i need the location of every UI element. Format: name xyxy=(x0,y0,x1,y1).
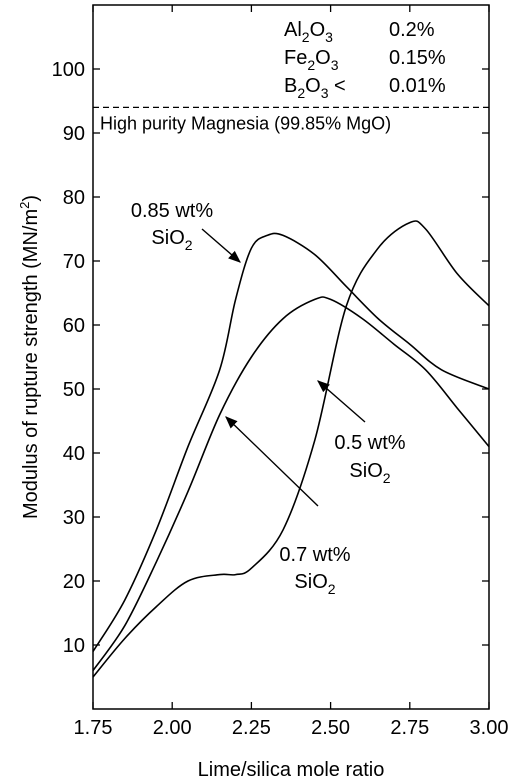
x-tick-label: 2.50 xyxy=(311,717,350,739)
x-tick-label: 3.00 xyxy=(470,717,509,739)
series-label-0-5: 0.5 wt% xyxy=(334,432,405,454)
y-axis-ticks: 10 20 30 40 50 60 70 80 90 100 xyxy=(52,59,489,657)
y-tick-label: 10 xyxy=(63,635,85,657)
y-tick-label: 80 xyxy=(63,187,85,209)
x-axis-ticks: 1.75 2.00 2.25 2.50 2.75 3.00 xyxy=(74,5,509,739)
x-tick-label: 2.25 xyxy=(232,717,271,739)
series-curve-0-7 xyxy=(92,296,490,672)
y-tick-label: 60 xyxy=(63,315,85,337)
composition-table: Al2O3 0.2% Fe2O3 0.15% B2O3 < 0.01% xyxy=(284,19,446,101)
composition-oxide: Fe2O3 xyxy=(284,47,339,73)
series-arrow-0-5 xyxy=(317,380,366,423)
series-arrow-0-7 xyxy=(225,416,319,507)
y-tick-label: 30 xyxy=(63,507,85,529)
composition-oxide: B2O3 < xyxy=(284,75,346,101)
x-tick-label: 1.75 xyxy=(74,717,113,739)
plot-frame xyxy=(92,4,490,710)
series-annotations: 0.85 wt% SiO2 0.7 wt% SiO2 0.5 wt% SiO2 xyxy=(131,200,406,597)
y-tick-label: 40 xyxy=(63,443,85,465)
series-curves xyxy=(92,220,490,678)
y-tick-label: 50 xyxy=(63,379,85,401)
x-tick-label: 2.75 xyxy=(390,717,429,739)
y-tick-label: 20 xyxy=(63,571,85,593)
composition-oxide: Al2O3 xyxy=(284,19,333,45)
y-tick-label: 100 xyxy=(52,59,85,81)
y-tick-label: 70 xyxy=(63,251,85,273)
composition-value: 0.2% xyxy=(389,19,435,41)
series-label-0-85: 0.85 wt% xyxy=(131,200,213,222)
reference-line-label: High purity Magnesia (99.85% MgO) xyxy=(100,113,391,133)
x-tick-label: 2.00 xyxy=(153,717,192,739)
y-tick-label: 90 xyxy=(63,123,85,145)
composition-value: 0.01% xyxy=(389,75,446,97)
series-label-formula-0-7: SiO2 xyxy=(294,571,335,597)
series-curve-0-85 xyxy=(92,232,490,652)
series-label-formula-0-85: SiO2 xyxy=(151,227,192,253)
series-label-0-7: 0.7 wt% xyxy=(279,544,350,566)
composition-value: 0.15% xyxy=(389,47,446,69)
series-arrow-0-85 xyxy=(201,228,241,263)
series-curve-0-5 xyxy=(92,220,490,678)
series-label-formula-0-5: SiO2 xyxy=(349,460,390,486)
y-axis-label: Modulus of rupture strength (MN/m2) xyxy=(17,195,42,519)
x-axis-label: Lime/silica mole ratio xyxy=(198,759,385,781)
